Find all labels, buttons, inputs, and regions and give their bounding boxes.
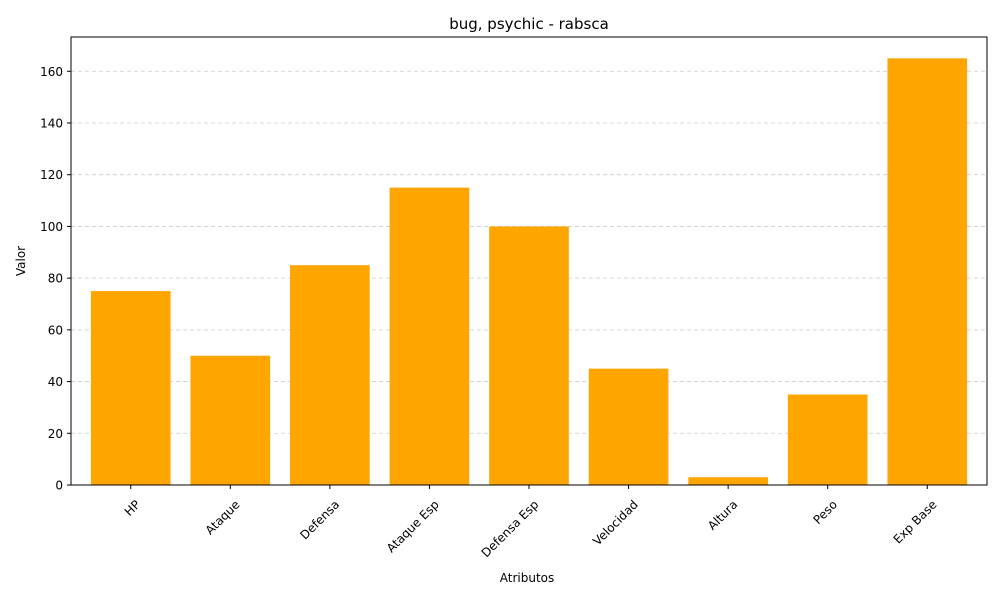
bar-velocidad xyxy=(588,368,669,485)
y-tick-label: 140 xyxy=(40,116,63,130)
bar-exp-base xyxy=(887,58,968,485)
y-tick-label: 80 xyxy=(48,272,63,286)
bar-hp xyxy=(90,291,171,485)
y-tick-label: 0 xyxy=(55,479,63,493)
bar-defensa xyxy=(290,265,370,485)
bar-ataque-esp xyxy=(389,187,470,485)
bar-defensa-esp xyxy=(489,226,569,486)
y-tick-label: 40 xyxy=(48,375,63,389)
y-tick-label: 60 xyxy=(48,323,63,337)
y-tick-label: 120 xyxy=(40,168,63,182)
y-axis-label: Valor xyxy=(14,246,28,276)
y-tick-label: 20 xyxy=(48,427,63,441)
y-tick-label: 160 xyxy=(40,65,63,79)
bars xyxy=(90,58,968,486)
bar-peso xyxy=(787,394,868,485)
y-axis-ticks: 0 20 40 60 80 100 120 140 160 xyxy=(40,65,71,493)
chart-title: bug, psychic - rabsca xyxy=(449,15,609,33)
bar-ataque xyxy=(190,355,271,485)
bar-altura xyxy=(688,477,768,485)
x-axis-label: Atributos xyxy=(500,571,555,585)
y-tick-label: 100 xyxy=(40,220,63,234)
